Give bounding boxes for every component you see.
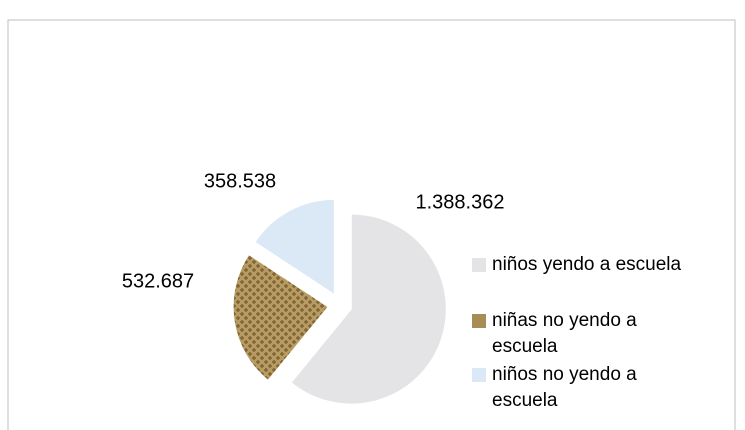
- pie-slice: [254, 198, 335, 296]
- pie-slice: [232, 253, 329, 382]
- data-label: 358.538: [204, 170, 276, 192]
- legend-swatch: [472, 314, 486, 328]
- data-label: 1.388.362: [416, 191, 505, 213]
- data-label: 532.687: [122, 270, 194, 292]
- legend-label: niños no yendo a escuela: [492, 364, 637, 411]
- legend-swatch: [472, 258, 486, 272]
- legend-swatch: [472, 368, 486, 382]
- legend-label: niñas no yendo a escuela: [492, 310, 637, 357]
- pie-slice: [290, 213, 447, 405]
- legend-label: niños yendo a escuela: [492, 254, 682, 275]
